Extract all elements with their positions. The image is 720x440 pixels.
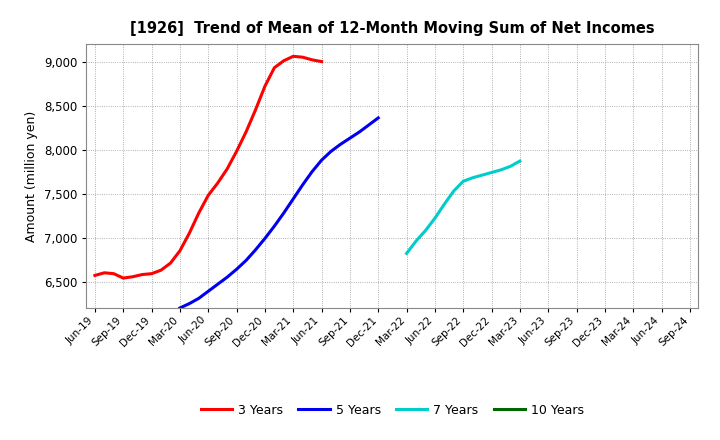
3 Years [318, 59, 326, 64]
5 Years [233, 267, 241, 272]
Line: 3 Years: 3 Years [95, 56, 322, 278]
3 Years [148, 271, 156, 276]
7 Years [431, 216, 439, 221]
3 Years [279, 58, 288, 63]
5 Years [308, 169, 317, 174]
5 Years [213, 282, 222, 287]
5 Years [194, 296, 203, 301]
3 Years [119, 275, 127, 281]
Title: [1926]  Trend of Mean of 12-Month Moving Sum of Net Incomes: [1926] Trend of Mean of 12-Month Moving … [130, 21, 654, 36]
Line: 7 Years: 7 Years [407, 161, 520, 253]
3 Years [194, 210, 203, 216]
5 Years [289, 196, 297, 202]
7 Years [421, 228, 430, 233]
5 Years [318, 158, 326, 163]
3 Years [242, 129, 251, 135]
Legend: 3 Years, 5 Years, 7 Years, 10 Years: 3 Years, 5 Years, 7 Years, 10 Years [196, 399, 589, 422]
5 Years [374, 115, 382, 121]
5 Years [279, 210, 288, 216]
5 Years [242, 258, 251, 263]
3 Years [213, 180, 222, 186]
3 Years [308, 57, 317, 62]
3 Years [233, 149, 241, 154]
3 Years [270, 65, 279, 70]
3 Years [138, 272, 146, 277]
3 Years [176, 248, 184, 253]
5 Years [346, 136, 354, 141]
7 Years [449, 188, 458, 194]
Line: 5 Years: 5 Years [180, 118, 378, 308]
Y-axis label: Amount (million yen): Amount (million yen) [25, 110, 38, 242]
7 Years [506, 164, 515, 169]
5 Years [355, 129, 364, 135]
7 Years [478, 172, 487, 178]
3 Years [109, 271, 118, 276]
5 Years [364, 122, 373, 128]
7 Years [412, 238, 420, 244]
5 Years [222, 275, 231, 280]
3 Years [298, 55, 307, 60]
3 Years [128, 274, 137, 279]
5 Years [336, 142, 345, 147]
3 Years [261, 84, 269, 89]
3 Years [289, 54, 297, 59]
7 Years [497, 167, 505, 172]
5 Years [298, 182, 307, 187]
7 Years [402, 251, 411, 256]
5 Years [204, 289, 212, 294]
7 Years [487, 170, 496, 175]
5 Years [176, 305, 184, 311]
3 Years [91, 273, 99, 278]
3 Years [251, 107, 260, 113]
3 Years [204, 193, 212, 198]
7 Years [459, 179, 467, 184]
3 Years [100, 270, 109, 275]
5 Years [270, 224, 279, 229]
7 Years [468, 175, 477, 180]
5 Years [327, 149, 336, 154]
7 Years [516, 158, 524, 164]
3 Years [157, 268, 166, 273]
3 Years [222, 166, 231, 172]
5 Years [251, 247, 260, 253]
5 Years [185, 301, 194, 306]
7 Years [440, 202, 449, 207]
5 Years [261, 236, 269, 241]
3 Years [185, 231, 194, 236]
3 Years [166, 260, 175, 266]
